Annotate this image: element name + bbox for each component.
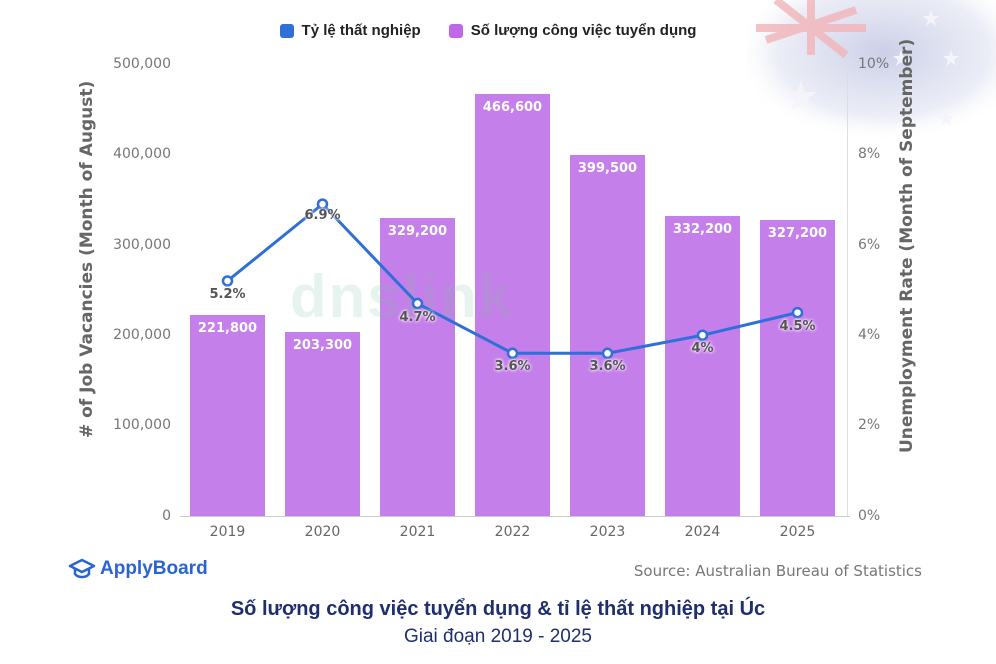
line-value-label: 3.6% (589, 359, 626, 375)
y-tick: 0 (162, 508, 171, 524)
bar-2023[interactable] (570, 154, 645, 516)
chart-subtitle: Giai đoạn 2019 - 2025 (403, 626, 593, 647)
bar-value-label: 327,200 (767, 226, 828, 242)
right-axis-line (847, 64, 848, 516)
x-tick: 2023 (589, 524, 626, 540)
chart-title: Số lượng công việc tuyển dụng & tỉ lệ th… (230, 598, 766, 620)
line-value-label: 6.9% (304, 208, 341, 224)
legend-item-unemployment[interactable]: Tỷ lệ thất nghiệp (279, 22, 421, 39)
bar-value-label: 466,600 (482, 100, 543, 116)
y2-tick: 4% (858, 327, 881, 343)
legend-label: Tỷ lệ thất nghiệp (301, 22, 421, 39)
bar-2020[interactable] (285, 332, 360, 516)
bar-value-label: 203,300 (292, 338, 353, 354)
x-tick: 2022 (494, 524, 531, 540)
y-tick: 200,000 (113, 327, 171, 343)
legend-swatch-blue (279, 23, 294, 38)
legend-item-vacancies[interactable]: Số lượng công việc tuyển dụng (448, 22, 697, 39)
bar-2019[interactable] (190, 315, 265, 516)
bar-2025[interactable] (760, 220, 835, 516)
x-tick: 2024 (684, 524, 721, 540)
y2-tick: 6% (858, 237, 881, 253)
y-tick: 500,000 (113, 56, 171, 72)
x-tick: 2021 (399, 524, 436, 540)
y2-tick: 8% (858, 146, 881, 162)
x-tick: 2020 (304, 524, 341, 540)
line-value-label: 4% (691, 341, 714, 357)
bar-value-label: 221,800 (197, 321, 258, 337)
y-tick: 300,000 (113, 237, 171, 253)
y2-tick: 2% (858, 417, 881, 433)
brand-name: ApplyBoard (100, 558, 208, 579)
bar-value-label: 329,200 (387, 224, 448, 240)
bar-value-label: 332,200 (672, 221, 733, 237)
bar-value-label: 399,500 (577, 160, 638, 176)
y-tick: 400,000 (113, 146, 171, 162)
line-value-label: 3.6% (494, 359, 531, 375)
x-tick: 2019 (209, 524, 246, 540)
legend-label: Số lượng công việc tuyển dụng (470, 22, 697, 39)
y2-tick: 10% (858, 56, 890, 72)
australian-flag-decoration (746, 0, 996, 150)
y-tick: 100,000 (113, 417, 171, 433)
x-tick: 2025 (779, 524, 816, 540)
left-axis-title: # of Job Vacancies (Month of August) (77, 80, 97, 438)
chart-legend: Tỷ lệ thất nghiệp Số lượng công việc tuy… (0, 22, 996, 39)
source-note: Source: Australian Bureau of Statistics (633, 562, 922, 580)
line-value-label: 4.7% (399, 309, 436, 325)
bar-2024[interactable] (665, 215, 740, 516)
line-point[interactable] (221, 275, 234, 287)
line-value-label: 4.5% (779, 318, 816, 334)
y2-tick: 0% (858, 508, 881, 524)
line-value-label: 5.2% (209, 286, 246, 302)
right-axis-title: Unemployment Rate (Month of September) (897, 38, 917, 453)
graduation-cap-icon (68, 558, 96, 579)
applyboard-logo: ApplyBoard (68, 558, 208, 580)
x-axis-line (180, 516, 850, 517)
legend-swatch-purple (448, 23, 463, 38)
